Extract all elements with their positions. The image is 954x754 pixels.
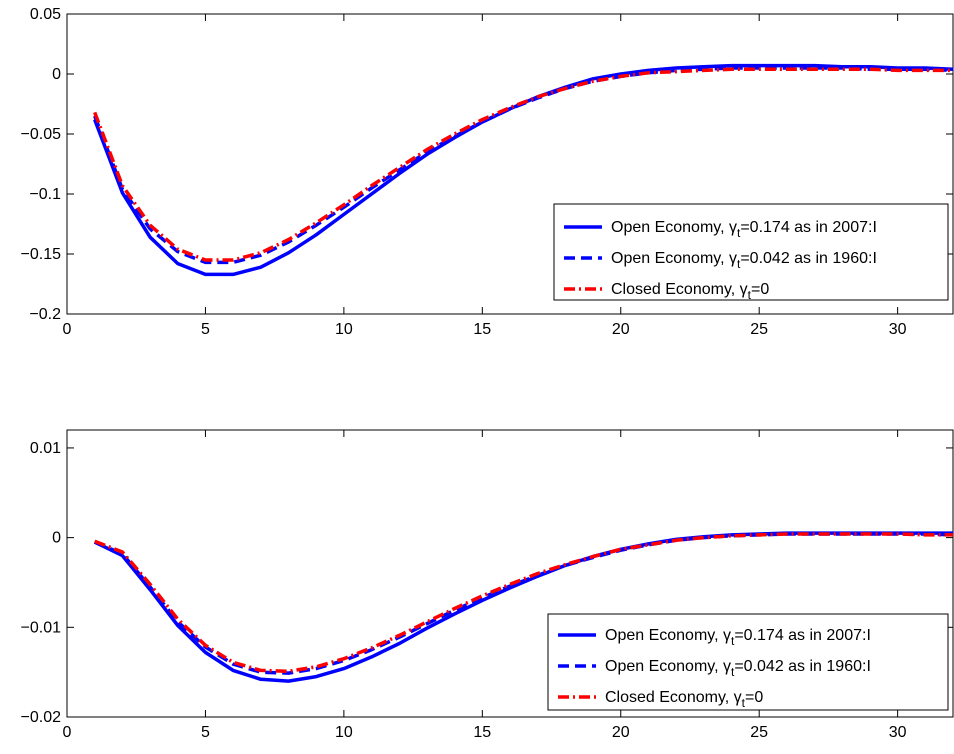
x-tick-label: 15 — [473, 321, 491, 338]
x-tick-label: 0 — [63, 724, 72, 741]
x-tick-label: 5 — [201, 321, 210, 338]
x-tick-label: 15 — [473, 724, 491, 741]
y-tick-label: 0.01 — [30, 440, 61, 457]
y-tick-label: 0 — [52, 530, 61, 547]
series-line-3 — [94, 532, 953, 674]
x-tick-label: 5 — [201, 724, 210, 741]
x-tick-label: 20 — [612, 321, 630, 338]
x-tick-label: 20 — [612, 724, 630, 741]
legend-box — [547, 613, 949, 711]
x-tick-label: 30 — [889, 321, 907, 338]
y-tick-label: −0.05 — [21, 126, 62, 143]
x-tick-label: 30 — [889, 724, 907, 741]
legend-entry-label: Closed Economy, γt=0 — [605, 689, 763, 710]
x-tick-label: 0 — [63, 321, 72, 338]
legend-entry-label: Open Economy, γt=0.174 as in 2007:I — [611, 219, 877, 240]
y-tick-label: −0.2 — [29, 306, 61, 323]
x-tick-label: 10 — [335, 724, 353, 741]
y-tick-label: −0.01 — [21, 619, 62, 636]
x-tick-label: 10 — [335, 321, 353, 338]
y-tick-label: −0.02 — [21, 709, 62, 726]
legend: Open Economy, γt=0.174 as in 2007:I Open … — [553, 203, 949, 302]
series-line-3 — [93, 67, 953, 262]
legend-entry-label: Open Economy, γt=0.042 as in 1960:I — [605, 658, 871, 679]
y-tick-label: −0.15 — [21, 246, 62, 263]
y-tick-label: 0 — [52, 66, 61, 83]
legend-entry-label: Open Economy, γt=0.174 as in 2007:I — [605, 627, 871, 648]
y-tick-label: −0.1 — [29, 186, 61, 203]
y-tick-label: 0.05 — [30, 6, 61, 23]
chart-panel-1: 0 5 10 15 20 25 30 −0.2 −0.15 −0.1 −0.05 0 0.05 Open … — [21, 6, 954, 338]
legend-entry-label: Closed Economy, γt=0 — [611, 281, 769, 302]
chart-panel-2: 0 5 10 15 20 25 30 −0.02 −0.01 0 0.01 Open Economy,… — [21, 429, 954, 741]
x-tick-label: 25 — [750, 321, 768, 338]
legend-box — [553, 203, 949, 301]
x-tick-label: 25 — [750, 724, 768, 741]
legend-entry-label: Open Economy, γt=0.042 as in 1960:I — [611, 250, 877, 271]
legend: Open Economy, γt=0.174 as in 2007:I Open … — [547, 613, 949, 711]
